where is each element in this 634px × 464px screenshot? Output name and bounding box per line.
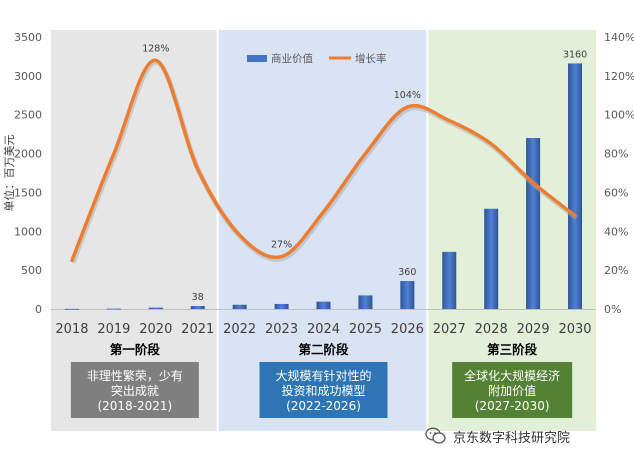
bar bbox=[568, 63, 583, 310]
bar bbox=[274, 303, 289, 309]
phase-description-text: 非理性繁荣，少有 bbox=[87, 368, 183, 383]
phase-description-text: 大规模有针对性的 bbox=[275, 368, 371, 383]
phase-description-box bbox=[259, 362, 388, 418]
legend-label: 增长率 bbox=[355, 52, 387, 65]
y2-tick-label: 0% bbox=[604, 303, 621, 316]
y-tick-label: 1000 bbox=[14, 225, 42, 238]
bar bbox=[442, 251, 457, 309]
phase-description-text: 投资和成功模型 bbox=[281, 383, 365, 398]
legend-label: 商业价值 bbox=[271, 52, 313, 65]
phase-description-text: (2027-2030) bbox=[475, 399, 550, 413]
x-tick-label: 2024 bbox=[307, 322, 340, 337]
y2-tick-label: 100% bbox=[604, 109, 634, 122]
y-tick-label: 2000 bbox=[14, 148, 42, 161]
x-tick-label: 2022 bbox=[223, 322, 256, 337]
phase-description-text: (2018-2021) bbox=[97, 399, 172, 413]
phase-description-text: 突出成就 bbox=[111, 383, 159, 398]
y-axis-label: 单位：百万美元 bbox=[2, 135, 16, 212]
y2-tick-label: 20% bbox=[604, 264, 628, 277]
y-tick-label: 1500 bbox=[14, 186, 42, 199]
phase-description-text: (2022-2026) bbox=[286, 399, 361, 413]
watermark-text: 京东数字科技研究院 bbox=[453, 431, 571, 446]
growth-rate-line bbox=[70, 58, 577, 263]
x-tick-label: 2019 bbox=[97, 322, 130, 337]
x-tick-label: 2018 bbox=[55, 322, 88, 337]
x-tick-label: 2020 bbox=[139, 322, 172, 337]
y2-tick-label: 40% bbox=[604, 225, 628, 238]
y2-tick-label: 120% bbox=[604, 70, 634, 83]
y-tick-label: 3000 bbox=[14, 70, 42, 83]
data-label: 38 bbox=[192, 292, 204, 303]
phase-label: 第一阶段 bbox=[110, 342, 161, 357]
data-label: 3160 bbox=[563, 49, 587, 60]
y2-tick-label: 140% bbox=[604, 31, 634, 44]
x-tick-label: 2029 bbox=[517, 322, 550, 337]
bar bbox=[64, 308, 79, 310]
phase-label: 第二阶段 bbox=[298, 342, 349, 357]
x-tick-label: 2025 bbox=[349, 322, 382, 337]
phase-description-text: 全球化大规模经济 bbox=[464, 368, 560, 383]
x-tick-label: 2023 bbox=[265, 322, 298, 337]
phase-description-box bbox=[70, 362, 199, 418]
bar bbox=[190, 306, 205, 309]
x-tick-label: 2026 bbox=[391, 322, 424, 337]
wechat-icon bbox=[425, 427, 446, 444]
y2-tick-label: 60% bbox=[604, 186, 628, 199]
x-tick-label: 2021 bbox=[181, 322, 214, 337]
y-tick-label: 500 bbox=[21, 264, 42, 277]
data-label: 360 bbox=[398, 267, 416, 278]
x-tick-label: 2027 bbox=[433, 322, 466, 337]
bar bbox=[106, 308, 121, 310]
y2-tick-label: 80% bbox=[604, 148, 628, 161]
bar bbox=[358, 295, 373, 309]
bar bbox=[232, 304, 247, 309]
data-label: 128% bbox=[142, 43, 169, 54]
x-tick-label: 2028 bbox=[475, 322, 508, 337]
legend-swatch-bar bbox=[247, 55, 267, 62]
data-label: 27% bbox=[271, 240, 292, 251]
bar bbox=[400, 281, 415, 309]
y-tick-label: 2500 bbox=[14, 109, 42, 122]
bar bbox=[526, 138, 541, 309]
x-tick-label: 2030 bbox=[558, 322, 591, 337]
phase-label: 第三阶段 bbox=[487, 342, 538, 357]
y-tick-label: 0 bbox=[35, 303, 42, 316]
data-label: 104% bbox=[394, 90, 421, 101]
watermark: 京东数字科技研究院 bbox=[425, 424, 625, 448]
bar bbox=[316, 301, 331, 309]
bar bbox=[148, 307, 163, 309]
bar bbox=[484, 208, 499, 309]
phase-description-box bbox=[452, 362, 573, 418]
y-tick-label: 3500 bbox=[14, 31, 42, 44]
phase-description-text: 附加价值 bbox=[488, 383, 536, 398]
